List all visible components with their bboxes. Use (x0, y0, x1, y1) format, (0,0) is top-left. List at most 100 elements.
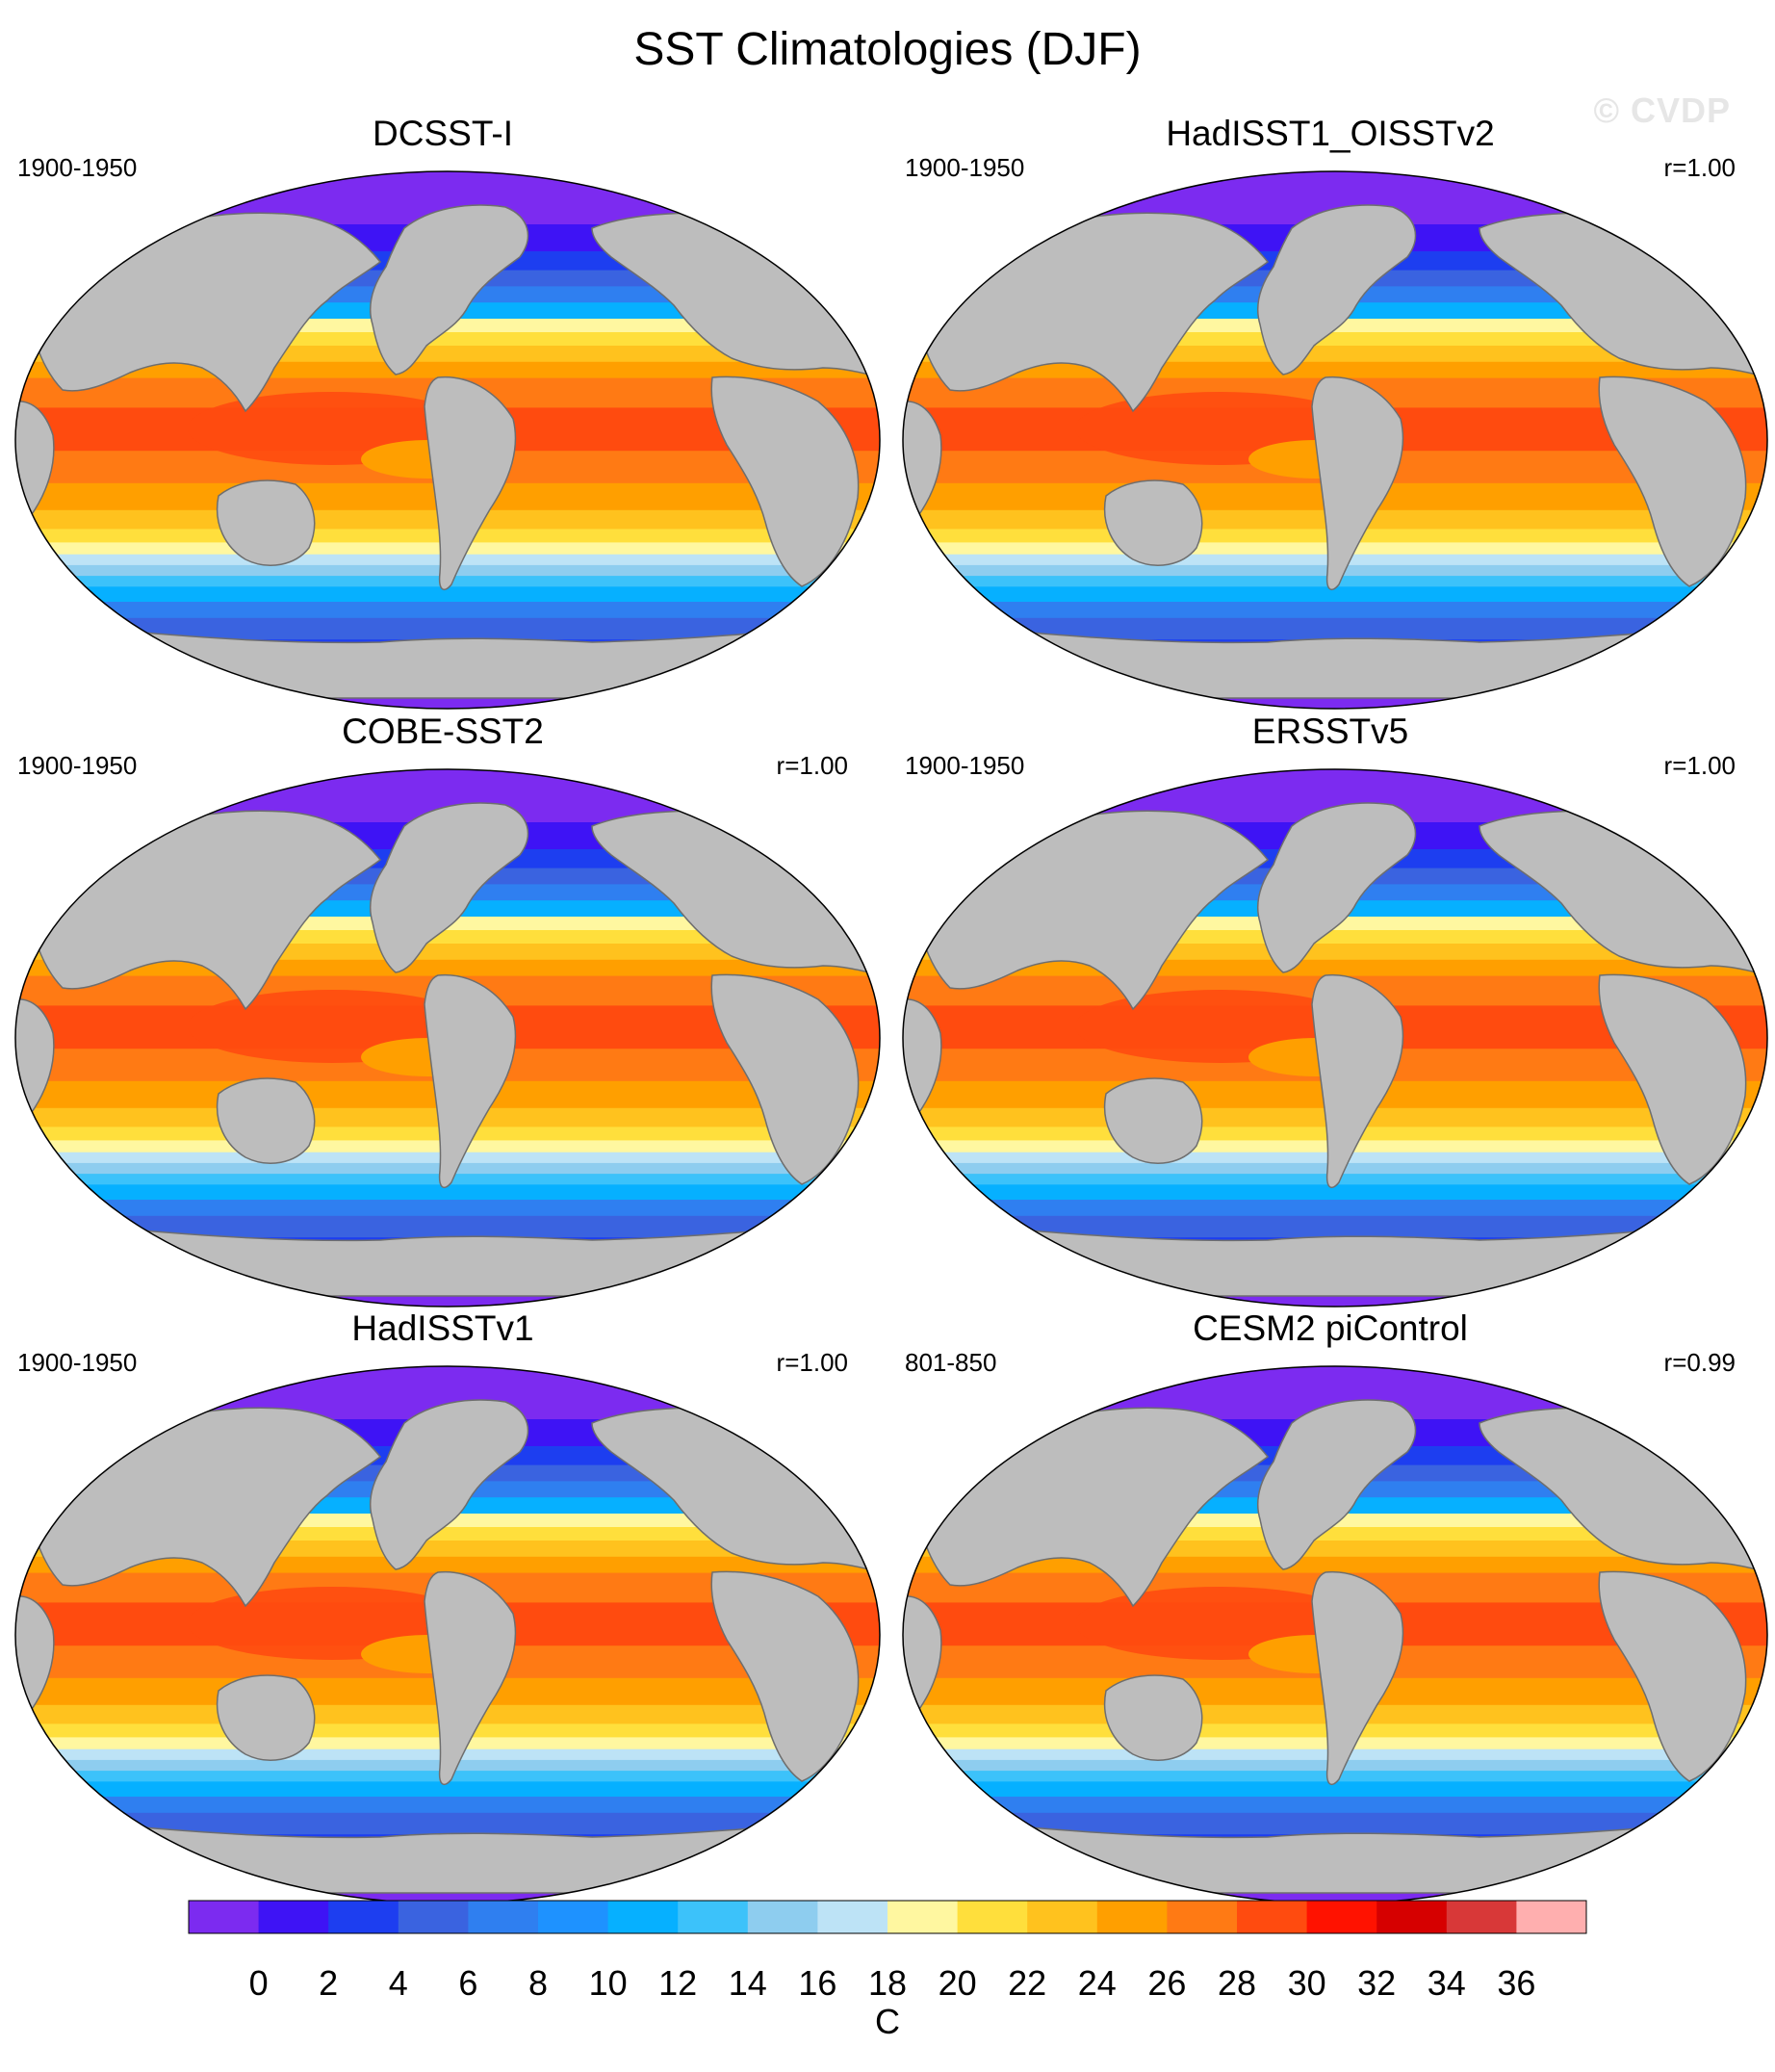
landmass (369, 802, 529, 973)
colorbar-tick-label: 20 (938, 1963, 977, 2003)
landmass (1103, 1077, 1203, 1164)
sst-band (903, 1215, 1767, 1238)
landmass (1256, 204, 1417, 376)
landmass (369, 1399, 529, 1570)
map-content (903, 1366, 1767, 1904)
colorbar-swatch (468, 1901, 539, 1933)
colorbar-tick-label: 4 (388, 1963, 408, 2003)
map-content (15, 1366, 880, 1904)
colorbar-swatch (1027, 1901, 1098, 1933)
landmass (1311, 1570, 1404, 1786)
colorbar-swatch (1167, 1901, 1238, 1933)
landmass (710, 973, 860, 1185)
colorbar-tick-label: 34 (1427, 1963, 1466, 2003)
landmass (1103, 479, 1203, 566)
colorbar-tick-label: 16 (798, 1963, 837, 2003)
landmass (710, 1570, 860, 1782)
panel-period: 1900-1950 (17, 153, 138, 182)
sst-map (14, 768, 881, 1308)
colorbar-swatch (1376, 1901, 1448, 1933)
landmass (1256, 1399, 1417, 1570)
map-outline (14, 170, 881, 710)
map-content (15, 171, 880, 709)
sst-band (903, 1781, 1767, 1798)
sst-band (15, 1200, 880, 1217)
colorbar-units: C (875, 2002, 900, 2041)
colorbar-tick-label: 26 (1147, 1963, 1187, 2003)
sst-map (902, 768, 1768, 1308)
landmass (424, 973, 517, 1189)
colorbar-swatch (1237, 1901, 1308, 1933)
landmass (424, 376, 517, 591)
colorbar-swatch (1446, 1901, 1517, 1933)
map-outline (902, 170, 1768, 710)
sst-band (15, 617, 880, 640)
panel-title: HadISST1_OISSTv2 (1166, 114, 1495, 153)
sst-band (15, 1812, 880, 1835)
cvdp-watermark: © CVDP (1593, 91, 1731, 130)
colorbar-swatch (398, 1901, 469, 1933)
landmass (1311, 376, 1404, 591)
panel-title: DCSST-I (373, 114, 513, 153)
colorbar-swatch (538, 1901, 609, 1933)
colorbar-swatch (1516, 1901, 1587, 1933)
landmass (1256, 802, 1417, 973)
panel-correlation: r=0.99 (1663, 1348, 1736, 1377)
landmass (1598, 376, 1747, 587)
panel-correlation: r=1.00 (1663, 751, 1736, 780)
landmass (90, 628, 819, 699)
map-panel-ersstv5: ERSSTv5 1900-1950 r=1.00 (888, 711, 1773, 1308)
landmass (978, 1823, 1707, 1894)
map-content (15, 769, 880, 1307)
figure-title: SST Climatologies (DJF) (633, 24, 1142, 75)
landmass (1311, 973, 1404, 1189)
colorbar-swatch (817, 1901, 888, 1933)
colorbar-swatches (188, 1900, 1587, 1934)
sst-map (902, 170, 1768, 710)
colorbar-tick-label: 30 (1287, 1963, 1326, 2003)
map-panel-dcsst-i: DCSST-I 1900-1950 (0, 113, 886, 710)
sst-map (14, 170, 881, 710)
colorbar-tick-label: 22 (1008, 1963, 1047, 2003)
colorbar-swatch (678, 1901, 749, 1933)
colorbar-tick-label: 6 (458, 1963, 478, 2003)
landmass (424, 1570, 517, 1786)
map-panel-hadisst1-oisstv2: HadISST1_OISSTv2 1900-1950 r=1.00 (888, 113, 1773, 710)
colorbar-tick-label: 36 (1497, 1963, 1536, 2003)
sst-band (15, 1215, 880, 1238)
map-content (903, 769, 1767, 1307)
colorbar-tick-label: 14 (728, 1963, 767, 2003)
sst-band (15, 602, 880, 619)
panel-period: 1900-1950 (17, 1348, 138, 1377)
colorbar-tick-label: 8 (527, 1963, 549, 2003)
sst-band (903, 1184, 1767, 1201)
sst-map (14, 1365, 881, 1904)
colorbar-tick-label: 0 (248, 1963, 269, 2003)
landmass (710, 376, 860, 587)
sst-band (15, 1797, 880, 1814)
landmass (1598, 1570, 1747, 1782)
colorbar-swatch (1096, 1901, 1168, 1933)
landmass (90, 1823, 819, 1894)
landmass (978, 628, 1707, 699)
landmass (216, 479, 316, 566)
colorbar-tick-label: 2 (319, 1963, 339, 2003)
colorbar-swatch (888, 1901, 959, 1933)
landmass (90, 1226, 819, 1297)
colorbar-swatch (607, 1901, 679, 1933)
landmass (978, 1226, 1707, 1297)
sst-map (902, 1365, 1768, 1904)
colorbar-swatch (1306, 1901, 1377, 1933)
colorbar-tick-label: 24 (1077, 1963, 1117, 2003)
landmass (216, 1674, 316, 1761)
panel-period: 1900-1950 (905, 153, 1025, 182)
sst-band (15, 1184, 880, 1201)
sst-band (903, 1812, 1767, 1835)
colorbar-frame (188, 1900, 1587, 1934)
panel-period: 1900-1950 (905, 751, 1025, 780)
sst-band (903, 1797, 1767, 1814)
sst-band (903, 586, 1767, 603)
panel-correlation: r=1.00 (776, 1348, 848, 1377)
colorbar-swatch (957, 1901, 1028, 1933)
colorbar-tick-label: 12 (658, 1963, 698, 2003)
